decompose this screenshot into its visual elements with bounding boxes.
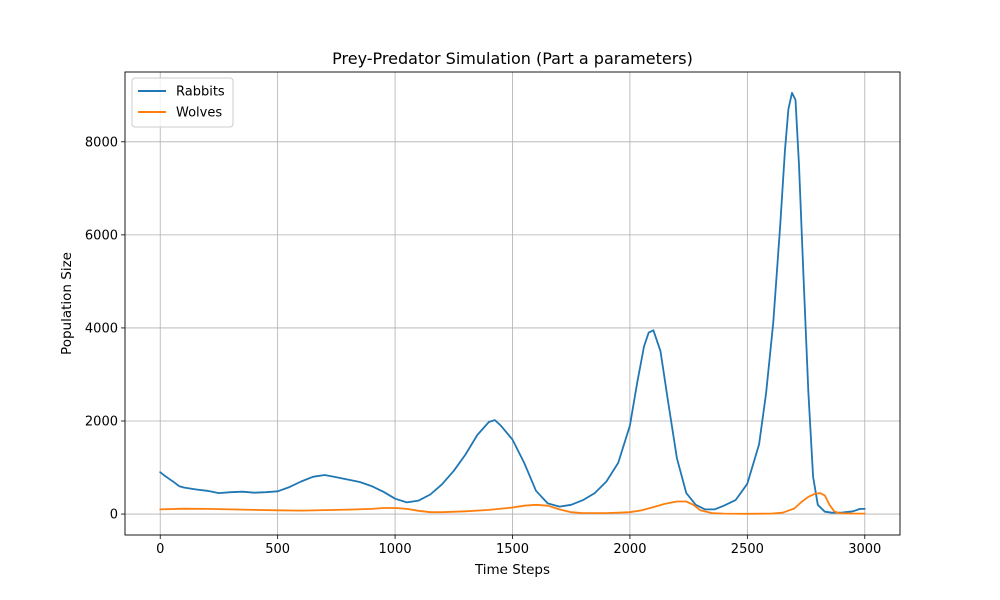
series-line-wolves — [159, 492, 866, 515]
series-line-rabbits — [159, 92, 866, 514]
y-tick-label: 8000 — [85, 135, 118, 150]
y-tick-label: 0 — [110, 508, 118, 523]
legend-label-rabbits: Rabbits — [176, 85, 225, 100]
y-axis-label: Population Size — [59, 252, 75, 355]
axis-ticks: 0 500 1000 1500 2000 2500 3000 0 2000 4000 6000 800… — [85, 135, 881, 557]
x-tick-label: 1000 — [379, 542, 412, 557]
x-tick-label: 2500 — [731, 542, 764, 557]
x-tick-label: 1500 — [496, 542, 529, 557]
series-layer — [159, 92, 866, 515]
y-tick-label: 4000 — [85, 321, 118, 336]
grid — [125, 72, 900, 535]
chart-title: Prey-Predator Simulation (Part a paramet… — [332, 49, 693, 68]
legend-label-wolves: Wolves — [176, 106, 222, 121]
x-tick-label: 0 — [156, 542, 164, 557]
x-axis-label: Time Steps — [474, 562, 550, 578]
y-tick-label: 6000 — [85, 228, 118, 243]
x-tick-label: 2000 — [613, 542, 646, 557]
x-tick-label: 500 — [265, 542, 290, 557]
y-tick-label: 2000 — [85, 414, 118, 429]
legend: Rabbits Wolves — [131, 77, 234, 128]
x-tick-label: 3000 — [848, 542, 881, 557]
